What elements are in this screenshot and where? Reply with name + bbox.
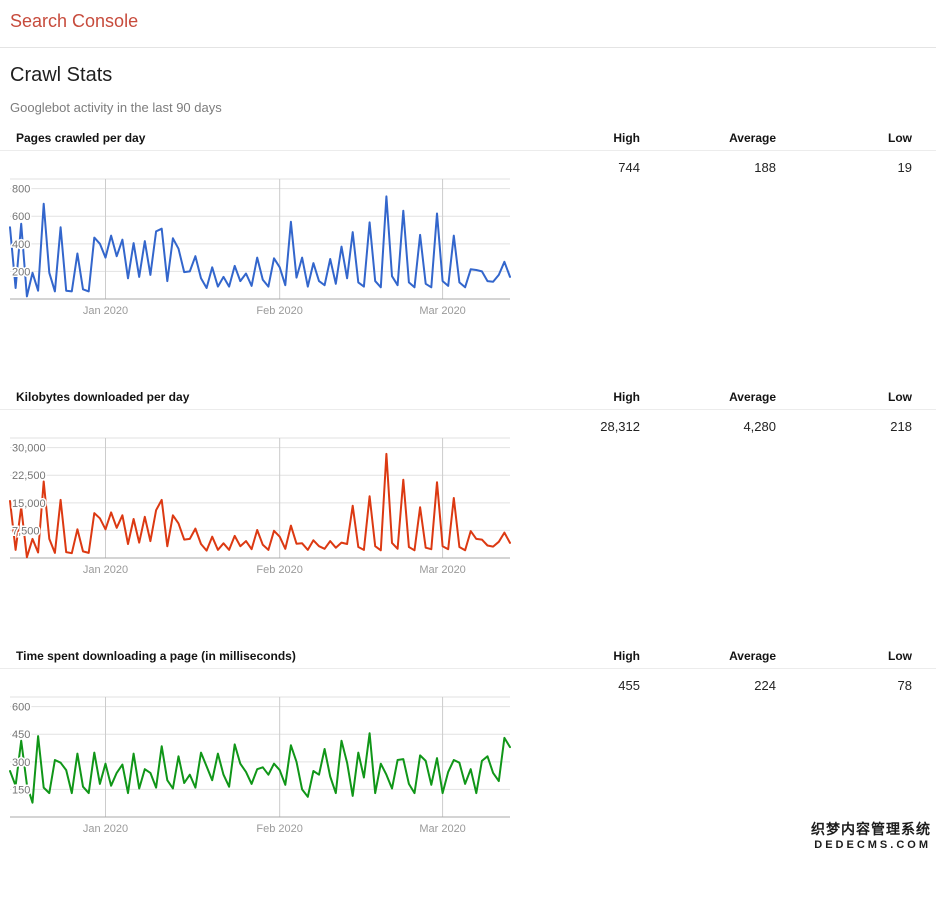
pages-crawled-per-day-chart[interactable]: Jan 2020 Feb 2020 Mar 2020 200 400 600 800 <box>0 177 520 322</box>
y-axis-tick-label: 600 <box>12 211 30 223</box>
x-axis-label: Feb 2020 <box>256 564 302 576</box>
x-axis-label: Mar 2020 <box>419 823 465 835</box>
section-pages-crawled-per-day: Pages crawled per day High Average Low 7… <box>0 124 936 383</box>
value-average: 4,280 <box>743 419 776 434</box>
section-title: Kilobytes downloaded per day <box>16 390 190 404</box>
page-title: Crawl Stats <box>10 64 113 86</box>
value-high: 28,312 <box>600 419 640 434</box>
column-header-low: Low <box>888 390 912 404</box>
section-values-row: 28,312 4,280 218 <box>0 410 936 434</box>
y-axis-tick-label: 15,000 <box>12 498 46 510</box>
watermark-line2: DEDECMS.COM <box>814 839 931 851</box>
x-axis-label: Jan 2020 <box>83 564 128 576</box>
x-axis-label: Jan 2020 <box>83 305 128 317</box>
column-header-average: Average <box>729 131 776 145</box>
section-kilobytes-downloaded-per-day: Kilobytes downloaded per day High Averag… <box>0 383 936 642</box>
y-axis-tick-label: 30,000 <box>12 443 46 455</box>
y-axis-tick-label: 400 <box>12 239 30 251</box>
column-header-average: Average <box>729 390 776 404</box>
value-average: 224 <box>754 678 776 693</box>
x-axis-label: Feb 2020 <box>256 305 302 317</box>
section-header-row: Kilobytes downloaded per day High Averag… <box>0 383 936 410</box>
value-low: 78 <box>897 678 912 693</box>
column-header-low: Low <box>888 131 912 145</box>
section-values-row: 455 224 78 <box>0 669 936 693</box>
page-subtitle: Googlebot activity in the last 90 days <box>10 100 222 115</box>
column-header-low: Low <box>888 649 912 663</box>
search-console-link[interactable]: Search Console <box>10 11 139 31</box>
x-axis-label: Mar 2020 <box>419 305 465 317</box>
value-high: 744 <box>618 160 640 175</box>
pages-crawled-per-day-series-line <box>9 195 511 298</box>
time-spent-downloading-chart[interactable]: Jan 2020 Feb 2020 Mar 2020 150 300 450 600 <box>0 695 520 840</box>
kilobytes-downloaded-per-day-series-line <box>9 452 511 559</box>
column-header-average: Average <box>729 649 776 663</box>
y-axis-tick-label: 800 <box>12 184 30 196</box>
y-axis-tick-label: 22,500 <box>12 470 46 482</box>
column-header-high: High <box>613 131 640 145</box>
kilobytes-downloaded-per-day-chart[interactable]: Jan 2020 Feb 2020 Mar 2020 7,500 15,000 22,50… <box>0 436 520 581</box>
value-average: 188 <box>754 160 776 175</box>
section-title: Pages crawled per day <box>16 131 146 145</box>
y-axis-tick-label: 600 <box>12 702 30 714</box>
x-axis-label: Jan 2020 <box>83 823 128 835</box>
time-spent-downloading-series-line <box>9 732 511 804</box>
section-values-row: 744 188 19 <box>0 151 936 175</box>
column-header-high: High <box>613 390 640 404</box>
section-time-spent-downloading: Time spent downloading a page (in millis… <box>0 642 936 901</box>
section-title: Time spent downloading a page (in millis… <box>16 649 296 663</box>
y-axis-tick-label: 450 <box>12 729 30 741</box>
value-high: 455 <box>618 678 640 693</box>
watermark-line1: 织梦内容管理系统 <box>811 821 931 837</box>
y-axis-tick-label: 300 <box>12 757 30 769</box>
value-low: 218 <box>890 419 912 434</box>
value-low: 19 <box>897 160 912 175</box>
x-axis-label: Feb 2020 <box>256 823 302 835</box>
y-axis-tick-label: 150 <box>12 784 30 796</box>
section-header-row: Time spent downloading a page (in millis… <box>0 642 936 669</box>
y-axis-tick-label: 200 <box>12 266 30 278</box>
y-axis-tick-label: 7,500 <box>12 525 40 537</box>
app-header: Search Console <box>0 0 936 48</box>
column-header-high: High <box>613 649 640 663</box>
watermark: 织梦内容管理系统 DEDECMS.COM <box>811 819 931 851</box>
x-axis-label: Mar 2020 <box>419 564 465 576</box>
section-header-row: Pages crawled per day High Average Low <box>0 124 936 151</box>
